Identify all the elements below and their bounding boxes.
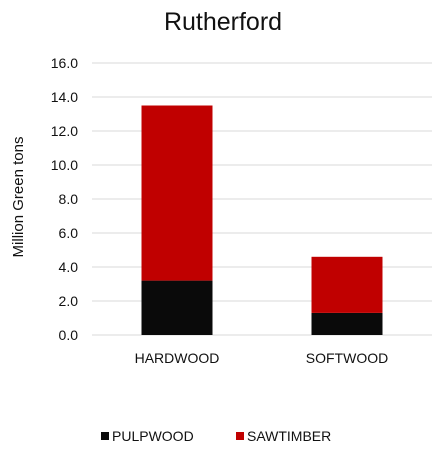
legend-label-pulpwood: PULPWOOD: [112, 428, 194, 444]
bar-pulpwood-softwood: [311, 312, 383, 335]
y-tick-label: 12.0: [51, 123, 78, 139]
bar-sawtimber-softwood: [311, 256, 383, 313]
y-tick-label: 10.0: [51, 157, 78, 173]
x-tick-labels: HARDWOOD SOFTWOOD: [135, 350, 389, 366]
legend: PULPWOOD SAWTIMBER: [101, 428, 331, 444]
y-tick-label: 4.0: [59, 259, 79, 275]
x-tick-label: HARDWOOD: [135, 350, 220, 366]
y-tick-labels: 0.0 2.0 4.0 6.0 8.0 10.0 12.0 14.0 16.0: [51, 55, 78, 343]
y-tick-label: 0.0: [59, 327, 79, 343]
y-tick-label: 8.0: [59, 191, 79, 207]
y-tick-label: 2.0: [59, 293, 79, 309]
legend-swatch-sawtimber: [236, 432, 244, 440]
bars: [141, 105, 383, 335]
legend-swatch-pulpwood: [101, 432, 109, 440]
y-tick-label: 16.0: [51, 55, 78, 71]
y-tick-label: 14.0: [51, 89, 78, 105]
legend-label-sawtimber: SAWTIMBER: [247, 428, 331, 444]
bar-sawtimber-hardwood: [141, 105, 213, 281]
bar-pulpwood-hardwood: [141, 280, 213, 335]
x-tick-label: SOFTWOOD: [306, 350, 388, 366]
y-tick-label: 6.0: [59, 225, 79, 241]
y-axis-label: Million Green tons: [10, 137, 27, 258]
chart-title: Rutherford: [164, 8, 282, 36]
